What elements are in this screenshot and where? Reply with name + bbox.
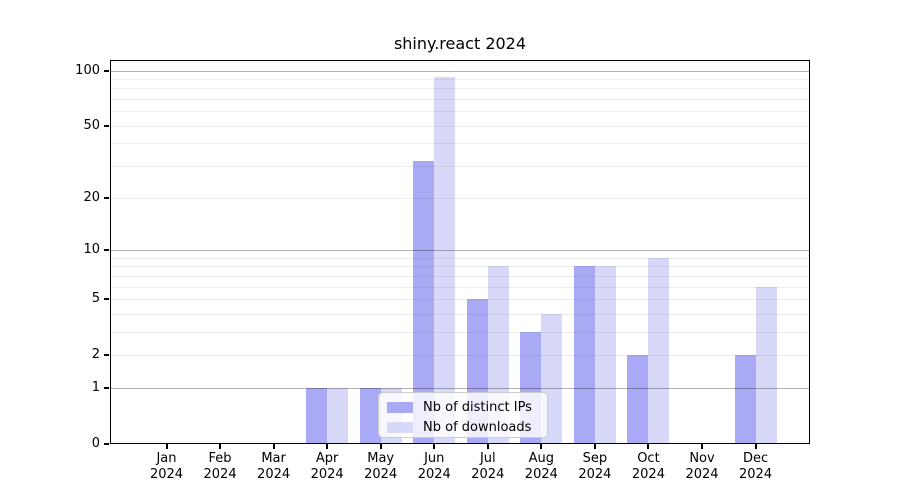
- bar-jun-downloads: [434, 77, 456, 444]
- gridline-y-6: [111, 286, 809, 288]
- y-tick-5: [104, 297, 109, 300]
- y-tick-label-5: 5: [91, 290, 100, 306]
- y-tick-label-1: 1: [91, 379, 100, 395]
- legend-label-distinct-ips: Nb of distinct IPs: [423, 399, 532, 415]
- gridline-y-4: [111, 313, 809, 315]
- legend-swatch-downloads: [387, 422, 413, 433]
- x-tick-label-jun: Jun 2024: [417, 451, 451, 482]
- x-tick-mar: [272, 444, 275, 449]
- x-tick-dec: [754, 444, 757, 449]
- x-tick-label-may: May 2024: [364, 451, 398, 482]
- gridline-y-40: [111, 143, 809, 145]
- axes-frame: [110, 60, 810, 444]
- x-tick-jan: [165, 444, 168, 449]
- gridline-y-3: [111, 331, 809, 333]
- y-tick-label-50: 50: [83, 117, 100, 133]
- bar-apr-distinct-ips: [306, 387, 328, 444]
- y-tick-20: [104, 196, 109, 199]
- y-tick-100: [104, 69, 109, 72]
- gridline-y-70: [111, 99, 809, 101]
- bar-apr-downloads: [327, 387, 349, 444]
- legend-label-downloads: Nb of downloads: [423, 419, 532, 435]
- bar-oct-downloads: [648, 257, 670, 444]
- x-tick-label-nov: Nov 2024: [685, 451, 719, 482]
- gridline-y-5: [111, 298, 809, 300]
- x-tick-aug: [540, 444, 543, 449]
- bar-jun-distinct-ips: [413, 161, 435, 444]
- y-tick-10: [104, 248, 109, 251]
- bar-dec-distinct-ips: [734, 355, 756, 444]
- x-tick-nov: [701, 444, 703, 449]
- gridline-y-50: [111, 125, 809, 127]
- y-tick-0: [104, 443, 109, 445]
- x-tick-label-mar: Mar 2024: [257, 451, 291, 482]
- gridline-y-30: [111, 166, 809, 168]
- gridline-y-7: [111, 275, 809, 277]
- y-tick-label-2: 2: [91, 347, 100, 363]
- bar-sep-distinct-ips: [573, 266, 595, 444]
- y-tick-1: [104, 386, 109, 389]
- x-tick-apr: [326, 444, 329, 449]
- bar-may-distinct-ips: [359, 387, 381, 444]
- x-tick-oct: [647, 444, 650, 449]
- x-tick-jun: [433, 444, 436, 449]
- x-tick-label-dec: Dec 2024: [739, 451, 773, 482]
- gridline-y-90: [111, 78, 809, 80]
- x-tick-label-sep: Sep 2024: [578, 451, 612, 482]
- gridline-y-60: [111, 111, 809, 113]
- bar-oct-distinct-ips: [627, 355, 649, 444]
- legend: Nb of distinct IPs Nb of downloads: [378, 392, 548, 438]
- x-tick-sep: [593, 444, 596, 449]
- gridline-y-20: [111, 197, 809, 199]
- gridline-y-major-100: [111, 70, 809, 72]
- y-tick-label-100: 100: [75, 62, 100, 78]
- y-tick-2: [104, 354, 109, 357]
- gridline-y-major-10: [111, 249, 809, 251]
- gridline-y-80: [111, 88, 809, 90]
- x-tick-feb: [219, 444, 222, 449]
- bar-sep-downloads: [594, 266, 616, 444]
- y-tick-label-10: 10: [83, 241, 100, 257]
- legend-entry-distinct-ips: Nb of distinct IPs: [387, 399, 539, 416]
- y-tick-label-20: 20: [83, 189, 100, 205]
- x-tick-label-apr: Apr 2024: [310, 451, 344, 482]
- x-tick-label-jul: Jul 2024: [471, 451, 505, 482]
- bar-dec-downloads: [755, 286, 777, 444]
- y-tick-50: [104, 124, 109, 127]
- gridline-y-2: [111, 355, 809, 357]
- legend-entry-downloads: Nb of downloads: [387, 419, 539, 436]
- y-tick-label-0: 0: [91, 436, 100, 451]
- chart-title: shiny.react 2024: [393, 34, 527, 53]
- x-tick-label-oct: Oct 2024: [631, 451, 665, 482]
- legend-swatch-distinct-ips: [387, 402, 413, 413]
- x-tick-may: [379, 444, 382, 449]
- gridline-y-8: [111, 266, 809, 268]
- x-tick-label-aug: Aug 2024: [524, 451, 558, 482]
- x-tick-jul: [486, 444, 489, 449]
- gridline-y-9: [111, 257, 809, 259]
- x-tick-label-jan: Jan 2024: [149, 451, 184, 482]
- x-tick-label-feb: Feb 2024: [203, 451, 237, 482]
- gridline-y-major-1: [111, 387, 809, 389]
